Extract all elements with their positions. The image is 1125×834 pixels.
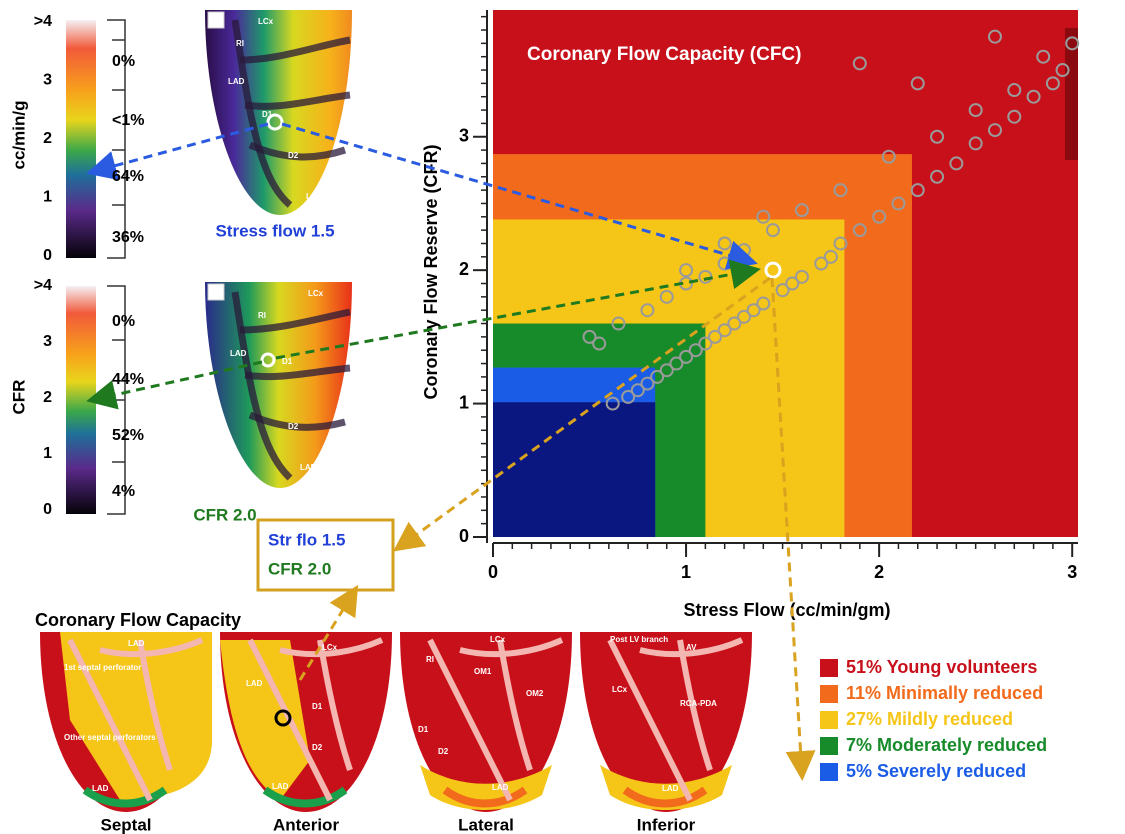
cfc-label: RCA-PDA — [680, 699, 717, 708]
view-name: Septal — [100, 815, 151, 834]
legend-swatch — [820, 763, 838, 781]
cfr-color-bar — [66, 286, 96, 514]
y-axis-label: Coronary Flow Reserve (CFR) — [421, 144, 441, 399]
cfc-label: OM2 — [526, 689, 544, 698]
cfc-label: 1st septal perforator — [64, 663, 141, 672]
artery-label: D2 — [288, 422, 299, 431]
percentage: 4% — [112, 483, 135, 500]
y-tick-label: 1 — [459, 392, 469, 412]
cfc-label: LCx — [490, 635, 506, 644]
x-axis-label: Stress Flow (cc/min/gm) — [683, 600, 890, 620]
callout-line: Str flo 1.5 — [268, 530, 345, 549]
cfc-label: LAD — [246, 679, 263, 688]
legend-label: 11% Minimally reduced — [846, 683, 1043, 703]
artery-label: LAD — [300, 463, 317, 472]
scale-tick-label: 0 — [43, 247, 52, 264]
percentage: <1% — [112, 112, 144, 129]
flow-color-bar — [66, 20, 96, 258]
artery-label: D2 — [288, 151, 299, 160]
cfc-label: D2 — [438, 747, 449, 756]
legend-swatch — [820, 737, 838, 755]
cfc-maps: LAD 1st septal perforator Other septal per… — [40, 632, 752, 834]
view-name: Lateral — [458, 815, 514, 834]
scale-tick-label: >4 — [34, 277, 52, 294]
scale-tick-label: >4 — [34, 13, 52, 30]
cfc-label: OM1 — [474, 667, 492, 676]
plot: Coronary Flow Capacity (CFC) 0 1 2 3 0 1 2 3 Stre… — [421, 10, 1078, 620]
cfc-label: D1 — [418, 725, 429, 734]
artery-label: LAD — [228, 77, 245, 86]
cfc-label: LAD — [662, 784, 679, 793]
view-name: Anterior — [273, 815, 340, 834]
cfr-caption: CFR 2.0 — [193, 505, 256, 524]
figure: cc/min/g CFR Stress flow 1.5 CFR 2.0 Str… — [0, 0, 1125, 834]
percentage: 36% — [112, 229, 144, 246]
y-tick-label: 0 — [459, 526, 469, 546]
callout-line: CFR 2.0 — [268, 559, 331, 578]
cfc-label: Other septal perforators — [64, 733, 156, 742]
cfc-label: LAD — [492, 783, 509, 792]
scale-tick-label: 1 — [43, 189, 52, 206]
artery-label: D1 — [282, 357, 293, 366]
legend-label: 7% Moderately reduced — [846, 735, 1047, 755]
scale-tick-label: 3 — [43, 333, 52, 350]
artery-label: RI — [258, 311, 266, 320]
artery-label: LCx — [258, 17, 274, 26]
cfc-label: LAD — [128, 639, 145, 648]
percentage: 44% — [112, 371, 144, 388]
x-tick-label: 1 — [681, 562, 691, 582]
cfc-label: LAD — [272, 782, 289, 791]
cfc-label: D1 — [312, 702, 323, 711]
cfc-label: D2 — [312, 743, 323, 752]
scale-tick-label: 3 — [43, 72, 52, 89]
x-tick-label: 2 — [874, 562, 884, 582]
percentage: 0% — [112, 53, 135, 70]
view-name: Inferior — [637, 815, 696, 834]
flow-unit: cc/min/g — [9, 101, 28, 170]
y-tick-label: 3 — [459, 125, 469, 145]
legend-label: 51% Young volunteers — [846, 657, 1037, 677]
scale-tick-label: 2 — [43, 130, 52, 147]
artery-label: RI — [236, 39, 244, 48]
legend-swatch — [820, 711, 838, 729]
percentage: 64% — [112, 168, 144, 185]
y-tick-label: 2 — [459, 259, 469, 279]
artery-label: LCx — [308, 289, 324, 298]
legend-swatch — [820, 685, 838, 703]
stress-caption: Stress flow 1.5 — [215, 221, 334, 240]
x-tick-label: 3 — [1067, 562, 1077, 582]
scale-tick-label: 1 — [43, 445, 52, 462]
percentage: 0% — [112, 313, 135, 330]
percentage: 52% — [112, 427, 144, 444]
chart-title: Coronary Flow Capacity (CFC) — [527, 44, 801, 65]
cfc-label: Post LV branch — [610, 635, 668, 644]
artery-label: LAD — [230, 349, 247, 358]
cfr-unit: CFR — [9, 380, 28, 415]
scale-tick-label: 2 — [43, 389, 52, 406]
scale-tick-label: 0 — [43, 501, 52, 518]
cfc-label: RI — [426, 655, 434, 664]
cfc-label: AV — [686, 643, 697, 652]
x-tick-label: 0 — [488, 562, 498, 582]
legend: 51% Young volunteers 11% Minimally reduce… — [820, 657, 1047, 781]
cfc-label: LCx — [322, 643, 338, 652]
artery-label: D1 — [262, 110, 273, 119]
cfc-region — [493, 402, 655, 537]
cfc-title: Coronary Flow Capacity — [35, 610, 241, 630]
legend-label: 27% Mildly reduced — [846, 709, 1013, 729]
artery-label: LAD — [306, 192, 323, 201]
legend-swatch — [820, 659, 838, 677]
cfc-label: LCx — [612, 685, 628, 694]
legend-label: 5% Severely reduced — [846, 761, 1026, 781]
cfc-label: LAD — [92, 784, 109, 793]
